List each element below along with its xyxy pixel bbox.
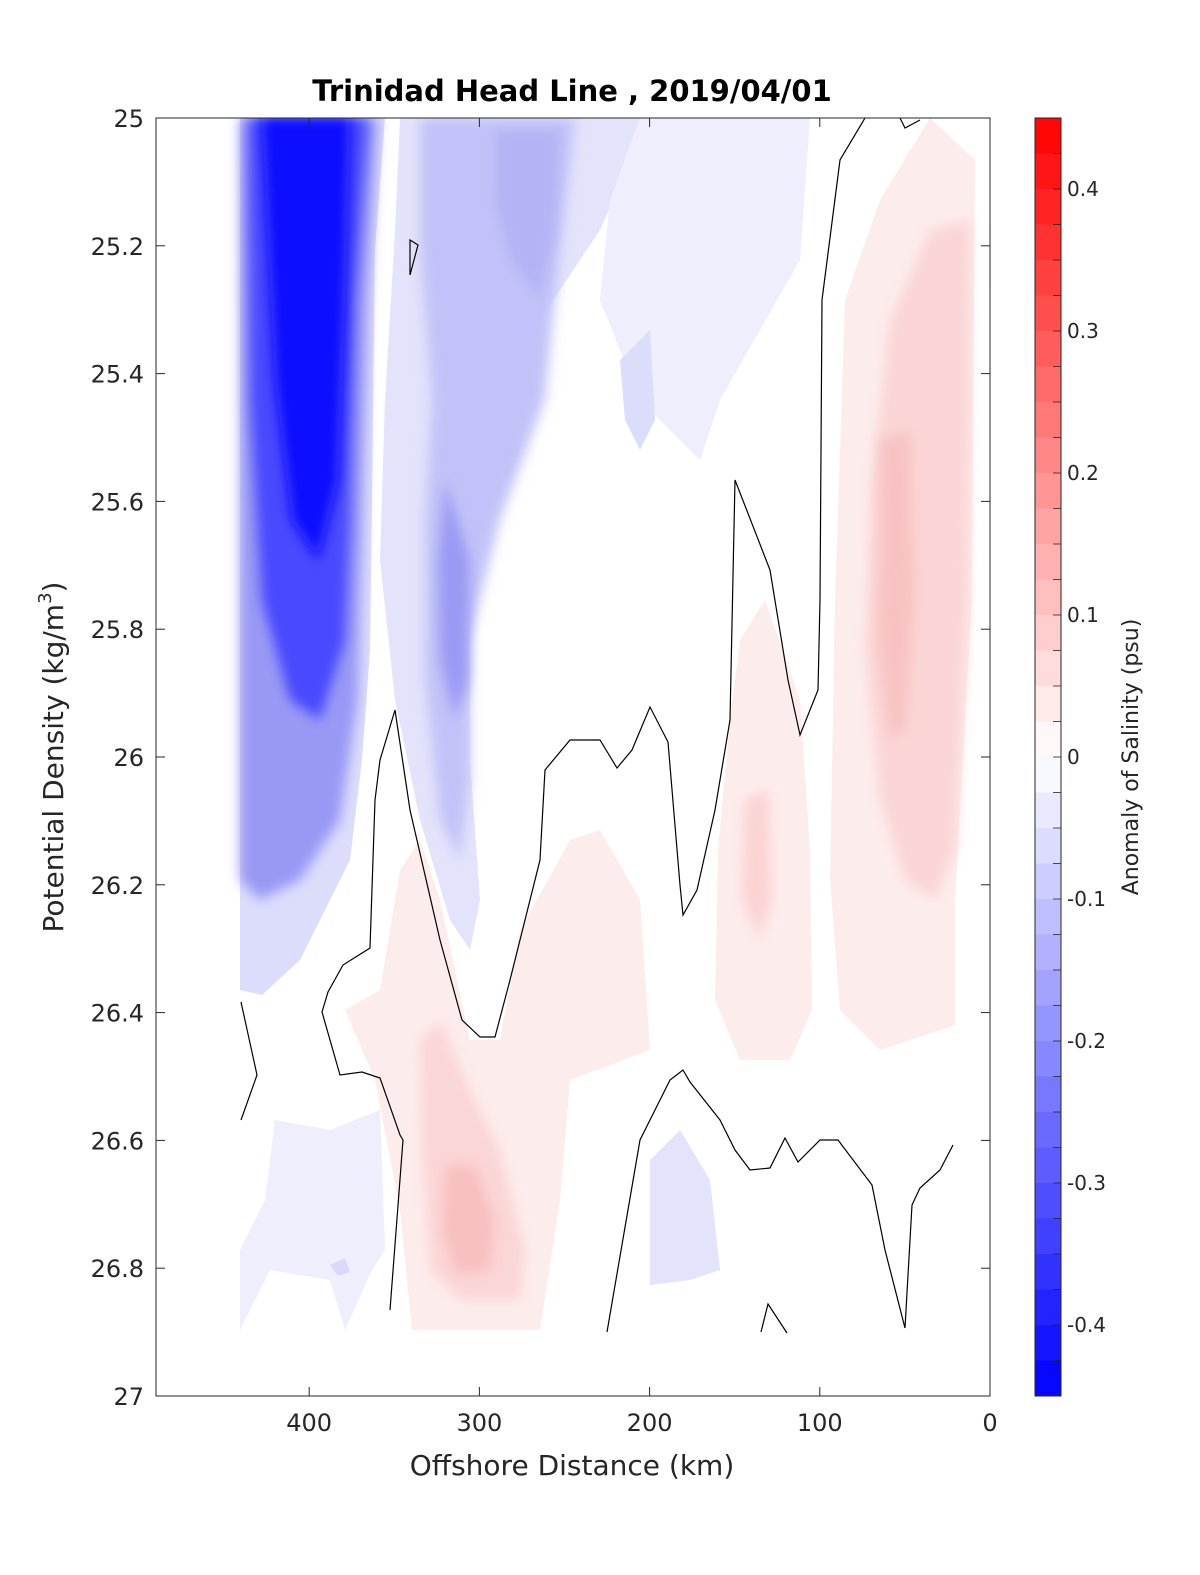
region-negative-deep-190km <box>650 1130 720 1285</box>
x-tick-labels: 400 300 200 100 0 <box>286 1409 997 1437</box>
colorbar-band <box>1035 721 1061 758</box>
colorbar-band <box>1035 437 1061 474</box>
zero-contour-small-bottom <box>760 1302 788 1334</box>
y-tick-label: 26.8 <box>91 1255 144 1283</box>
colorbar-band <box>1035 650 1061 687</box>
colorbar-frame <box>1034 117 1062 1397</box>
colorbar-band <box>1035 1325 1061 1361</box>
chart-title: Trinidad Head Line , 2019/04/01 <box>312 74 832 108</box>
region-strong-negative-core <box>262 118 350 560</box>
colorbar-tick-label: -0.4 <box>1067 1313 1106 1337</box>
colorbar-band <box>1035 757 1061 793</box>
colorbar-band <box>1035 899 1061 935</box>
x-tick-label: 100 <box>797 1409 843 1437</box>
colorbar-band <box>1035 544 1061 580</box>
colorbar-band <box>1035 260 1061 296</box>
region-positive-nearshore-core <box>878 430 915 740</box>
colorbar-band <box>1035 331 1061 367</box>
y-tick-label: 25.6 <box>91 488 144 516</box>
colorbar-band <box>1035 828 1061 864</box>
x-tick-label: 300 <box>456 1409 502 1437</box>
colorbar-band <box>1035 118 1061 154</box>
y-tick-label: 25.8 <box>91 616 144 644</box>
y-tick-label: 26.6 <box>91 1127 144 1155</box>
colorbar-band <box>1035 863 1061 900</box>
zero-contour-small-top <box>409 238 419 276</box>
colorbar-bands <box>1035 118 1061 1397</box>
region-positive-150km-core <box>742 790 772 940</box>
colorbar-band <box>1035 153 1061 190</box>
x-tick-label: 200 <box>627 1409 673 1437</box>
x-tick-label: 400 <box>286 1409 332 1437</box>
tick-marks <box>156 117 991 1397</box>
colorbar-band <box>1035 1112 1061 1148</box>
colorbar-tick-label: -0.1 <box>1067 887 1106 911</box>
region-negative-300km-core <box>438 480 470 720</box>
colorbar-tick-label: 0.3 <box>1067 319 1099 343</box>
colorbar-band <box>1035 1360 1061 1397</box>
colorbar-band <box>1035 1183 1061 1219</box>
colorbar-band <box>1035 189 1061 225</box>
colorbar: 0.4 0.3 0.2 0.1 0 -0.1 -0.2 -0.3 -0.4 Anomaly of… <box>1034 117 1144 1397</box>
region-positive-deep-outer <box>345 830 650 1330</box>
y-tick-label: 25 <box>113 105 144 133</box>
plot-area <box>155 117 991 1397</box>
region-negative-deep-380km-spot <box>330 1258 350 1276</box>
y-tick-label: 27 <box>113 1383 144 1411</box>
y-tick-label: 26 <box>113 744 144 772</box>
zero-contour-lines <box>240 118 954 1334</box>
colorbar-ticks: 0.4 0.3 0.2 0.1 0 -0.1 -0.2 -0.3 -0.4 <box>1067 177 1106 1337</box>
colorbar-band <box>1035 970 1061 1006</box>
colorbar-band <box>1035 1005 1061 1042</box>
x-tick-label: 0 <box>982 1409 997 1437</box>
colorbar-tick-label: 0.4 <box>1067 177 1099 201</box>
y-tick-label: 26.2 <box>91 872 144 900</box>
colorbar-band <box>1035 934 1061 971</box>
colorbar-band <box>1035 686 1061 722</box>
colorbar-band <box>1035 366 1061 403</box>
colorbar-label: Anomaly of Salinity (psu) <box>1119 619 1144 896</box>
anomaly-fill-layer <box>240 118 975 1330</box>
colorbar-band <box>1035 1218 1061 1255</box>
colorbar-tick-label: -0.3 <box>1067 1171 1106 1195</box>
region-negative-270km-core <box>495 130 560 300</box>
colorbar-band <box>1035 1147 1061 1184</box>
colorbar-band <box>1035 224 1061 261</box>
zero-contour-left-deep <box>240 1001 258 1121</box>
colorbar-tick-label: 0 <box>1067 745 1080 769</box>
y-tick-label: 25.4 <box>91 361 144 389</box>
colorbar-band <box>1035 1254 1061 1290</box>
y-tick-label: 25.2 <box>91 233 144 261</box>
y-tick-label: 26.4 <box>91 1000 144 1028</box>
colorbar-band <box>1035 508 1061 545</box>
region-negative-faint-180km <box>600 118 810 460</box>
x-axis-label: Offshore Distance (km) <box>410 1449 735 1482</box>
colorbar-band <box>1035 1289 1061 1326</box>
colorbar-band <box>1035 1041 1061 1077</box>
colorbar-band <box>1035 402 1061 438</box>
y-tick-labels: 25 25.2 25.4 25.6 25.8 26 26.2 26.4 26.6 26.8 27 <box>91 105 144 1411</box>
colorbar-tick-label: 0.2 <box>1067 461 1099 485</box>
colorbar-tick-label: 0.1 <box>1067 603 1099 627</box>
y-axis-label-main: Potential Density (kg/m <box>37 604 70 933</box>
region-negative-deep-380km <box>240 1110 385 1330</box>
colorbar-band <box>1035 615 1061 651</box>
colorbar-band <box>1035 792 1061 829</box>
region-positive-deep-core <box>442 1165 495 1275</box>
y-axis-label-close: ) <box>37 582 70 593</box>
colorbar-band <box>1035 579 1061 616</box>
y-axis-label-superscript: 3 <box>35 592 56 603</box>
colorbar-band <box>1035 1076 1061 1113</box>
y-axis-label: Potential Density (kg/m3) <box>35 582 70 933</box>
region-negative-faint-200km <box>620 330 655 450</box>
zero-contour-right-deep <box>606 1069 954 1333</box>
zero-contour-main <box>321 118 866 1311</box>
colorbar-tick-label: -0.2 <box>1067 1029 1106 1053</box>
zero-contour-top-right <box>899 118 921 129</box>
colorbar-band <box>1035 473 1061 509</box>
colorbar-band <box>1035 295 1061 332</box>
